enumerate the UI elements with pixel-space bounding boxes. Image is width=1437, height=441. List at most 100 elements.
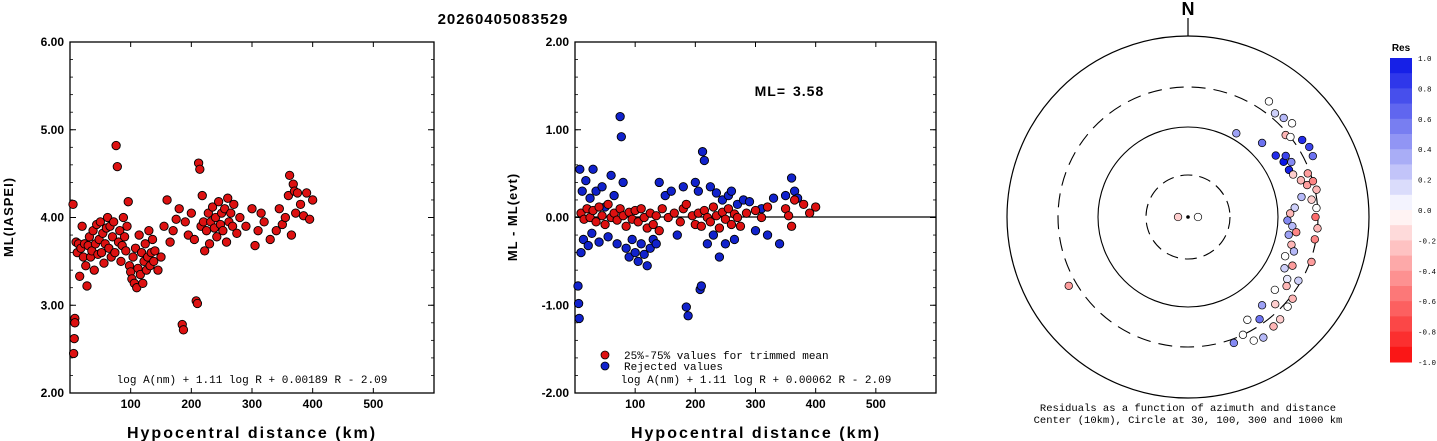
- rejected-point: [768, 193, 779, 203]
- station-residual-point: [1283, 274, 1292, 284]
- trimmed-point: [789, 195, 800, 205]
- station-residual-point: [1287, 119, 1297, 128]
- trimmed-point: [798, 199, 809, 209]
- station-residual-point: [1271, 151, 1280, 160]
- data-point: [165, 237, 175, 247]
- residual-colorbar: Res 1.0 0.8 0.6 0.4 0.2 0.0 -0.2 -0.4 -0.6 -0.8 -1…: [1390, 43, 1437, 368]
- data-point: [121, 246, 131, 256]
- station-residual-point: [1280, 264, 1289, 273]
- data-point: [82, 281, 92, 291]
- station-residual-point: [1281, 151, 1290, 161]
- station-residual-point: [1288, 170, 1298, 179]
- ml-annotation-label: ML=: [755, 83, 786, 99]
- data-point: [119, 232, 130, 242]
- colorbar-cell: [1390, 134, 1412, 150]
- data-point: [247, 204, 257, 214]
- ring-100km: [1097, 126, 1279, 308]
- x-tick-label: 400: [806, 397, 826, 411]
- station-residual-point: [1287, 157, 1296, 167]
- rejected-point: [762, 230, 773, 240]
- data-point: [274, 204, 284, 214]
- data-point: [140, 239, 150, 249]
- colorbar-title: Res: [1392, 43, 1411, 54]
- colorbar-tick-label: 0.2: [1418, 178, 1432, 186]
- ml-annotation-value: 3.58: [793, 83, 824, 99]
- colorbar-cell: [1390, 88, 1412, 105]
- station-residual-point: [1284, 230, 1293, 239]
- x-tick-label: 200: [685, 397, 705, 411]
- station-residual-point: [1307, 195, 1316, 204]
- colorbar-cell: [1390, 346, 1412, 363]
- data-point: [292, 188, 303, 198]
- rejected-point: [588, 164, 598, 174]
- data-point: [259, 217, 269, 227]
- y-tick-label: 5.00: [41, 123, 65, 137]
- colorbar-tick-label: -0.4: [1418, 269, 1437, 277]
- trimmed-point: [648, 219, 658, 230]
- data-point: [174, 204, 184, 214]
- data-point: [213, 197, 224, 207]
- trimmed-point: [735, 221, 746, 231]
- data-point: [226, 208, 236, 218]
- station-residual-point: [1310, 235, 1319, 244]
- x-tick-label: 100: [625, 397, 645, 411]
- data-point: [308, 195, 318, 205]
- data-point: [180, 217, 190, 227]
- station-residual-point: [1271, 300, 1280, 309]
- data-point: [75, 271, 85, 281]
- magnitude-distance-plot: 100 200 300 400 500 2.00 3.00 4.00 5.00 6.00 ML(I…: [1, 35, 435, 441]
- trimmed-point: [783, 211, 794, 221]
- rejected-point: [642, 261, 652, 271]
- x-tick-label: 400: [303, 397, 323, 411]
- data-point: [250, 240, 260, 251]
- station-residual-point: [1259, 333, 1268, 342]
- figure-title: 20260405083529: [438, 11, 569, 28]
- rejected-point: [654, 177, 664, 188]
- trimmed-point: [708, 202, 719, 212]
- rejected-point: [574, 313, 584, 324]
- station-residual-point: [1305, 142, 1314, 152]
- trimmed-point: [591, 217, 601, 227]
- rejected-point: [639, 249, 649, 260]
- data-point: [189, 234, 200, 245]
- station-residual-point: [1308, 151, 1317, 161]
- data-point: [232, 228, 242, 238]
- station-residual-point: [1288, 261, 1297, 270]
- rejected-point: [780, 190, 791, 201]
- station-residual-point: [1307, 257, 1316, 267]
- x-axis-label: Hypocentral distance (km): [631, 425, 881, 441]
- colorbar-tick-label: 1.0: [1418, 56, 1432, 64]
- station-residual-point: [1292, 228, 1301, 237]
- data-point: [150, 246, 160, 256]
- trimmed-point: [805, 208, 815, 218]
- rejected-point: [666, 186, 676, 196]
- trimmed-point: [696, 221, 706, 231]
- colorbar-tick-label: 0.6: [1418, 117, 1432, 125]
- ring-30km: [1145, 174, 1231, 260]
- rejected-point: [714, 252, 725, 262]
- station-residual-point: [1296, 176, 1306, 185]
- trimmed-point: [621, 221, 631, 231]
- data-point: [223, 193, 233, 203]
- data-point: [271, 226, 281, 236]
- x-tick-label: 100: [121, 397, 141, 411]
- data-point: [280, 212, 291, 223]
- station-residual-point: [1288, 294, 1297, 303]
- station-residual-point: [1311, 212, 1320, 222]
- rejected-point: [612, 239, 622, 249]
- x-axis-label: Hypocentral distance (km): [127, 425, 377, 441]
- azimuth-residual-plot: N Residuals as a function of azimuth and…: [1006, 0, 1370, 427]
- rejected-point: [575, 164, 585, 174]
- data-point: [122, 221, 132, 231]
- data-point: [134, 230, 144, 240]
- data-point: [221, 237, 232, 247]
- station-residual-point: [1243, 315, 1252, 324]
- data-point: [256, 208, 266, 218]
- data-point: [107, 232, 118, 242]
- rejected-point: [708, 230, 719, 240]
- data-point: [195, 164, 205, 174]
- rejected-point: [597, 182, 607, 192]
- station-residual-point: [1238, 330, 1248, 339]
- station-residual-point: [1303, 180, 1312, 190]
- data-point: [241, 221, 251, 231]
